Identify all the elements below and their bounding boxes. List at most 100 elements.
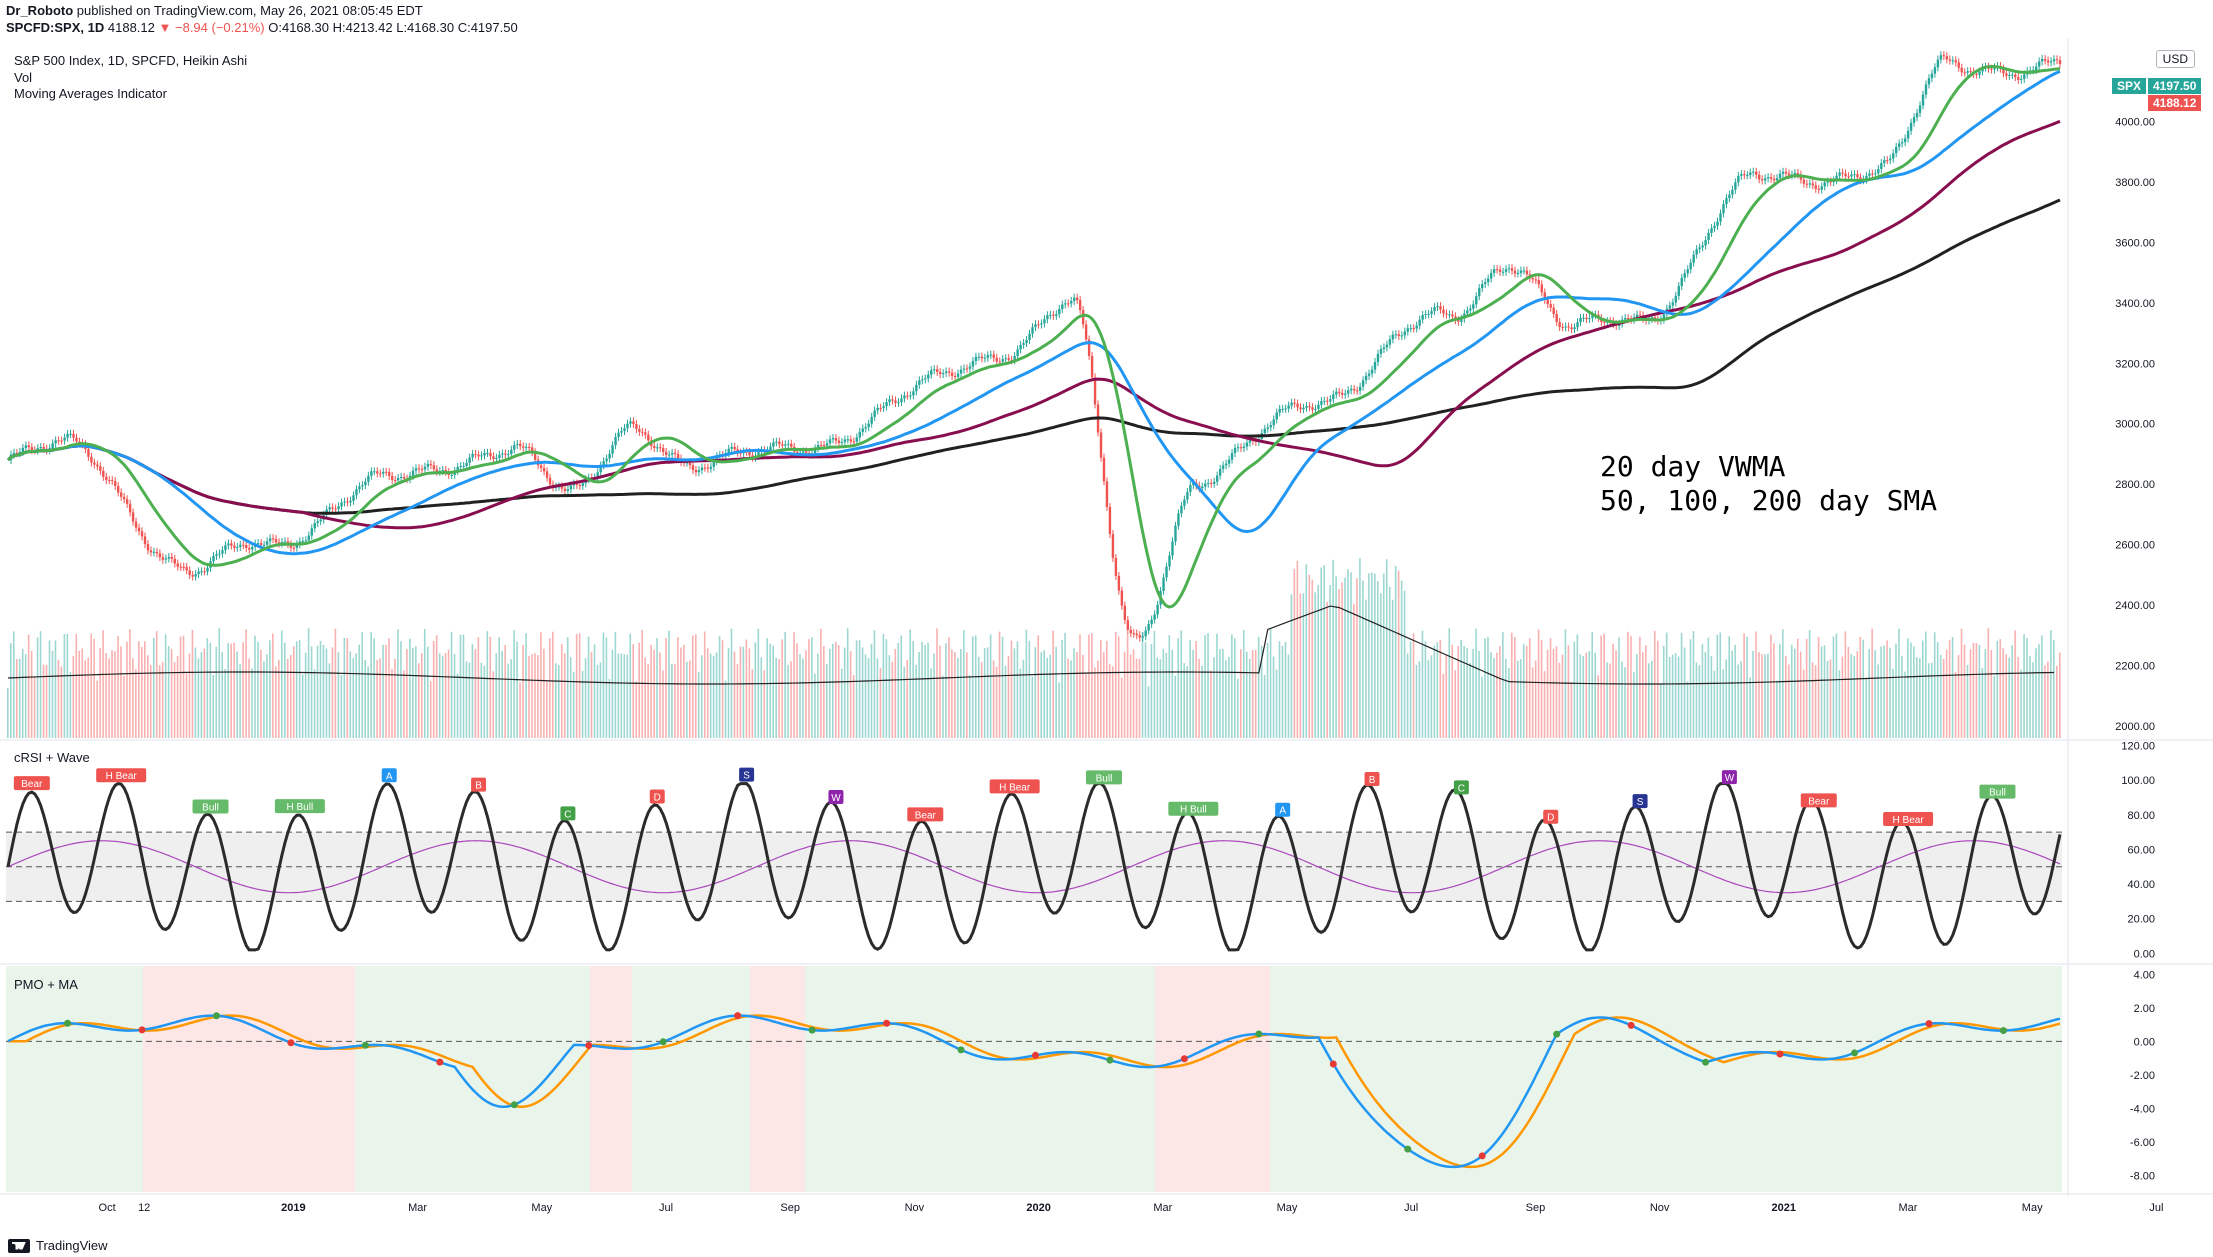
pmo-cross-dot	[361, 1041, 369, 1049]
volume-bar	[1201, 665, 1203, 738]
heikin-ashi-candle	[620, 431, 623, 433]
volume-bar	[1397, 570, 1400, 738]
volume-bar	[2044, 665, 2046, 738]
volume-bar	[921, 641, 923, 738]
heikin-ashi-candle	[1061, 304, 1064, 310]
heikin-ashi-candle	[519, 443, 522, 447]
heikin-ashi-candle	[495, 457, 498, 460]
volume-bar	[1877, 664, 1879, 738]
volume-bar	[1177, 638, 1180, 738]
volume-bar	[1713, 670, 1716, 738]
volume-bar	[1016, 641, 1019, 738]
heikin-ashi-candle	[242, 544, 245, 546]
volume-bar	[1353, 604, 1355, 738]
crsi-signal-label: B	[475, 781, 482, 792]
volume-bar	[834, 641, 837, 738]
volume-bar	[292, 646, 295, 738]
crsi-signal-label: H Bull	[287, 802, 314, 813]
pmo-legend[interactable]: PMO + MA	[14, 977, 78, 992]
heikin-ashi-candle	[1689, 262, 1692, 270]
volume-bar	[1055, 646, 1057, 738]
volume-bar	[1374, 573, 1376, 738]
heikin-ashi-candle	[2037, 61, 2041, 67]
volume-bar	[1409, 641, 1412, 738]
volume-bar	[459, 634, 462, 738]
volume-bar	[1052, 630, 1054, 738]
volume-bar	[1740, 661, 1742, 738]
volume-bar	[1898, 628, 1900, 738]
volume-bar	[1770, 634, 1772, 738]
heikin-ashi-candle	[876, 407, 879, 411]
volume-bar	[1683, 647, 1686, 738]
volume-bar	[918, 652, 920, 738]
volume-bar	[1159, 659, 1162, 738]
volume-bar	[1603, 633, 1605, 738]
heikin-ashi-candle	[1266, 427, 1269, 429]
volume-bar	[346, 638, 349, 738]
volume-bar	[1323, 565, 1325, 738]
volume-bar	[1022, 659, 1025, 738]
heikin-ashi-candle	[1671, 302, 1675, 306]
heikin-ashi-candle	[1129, 629, 1132, 634]
volume-bar	[27, 634, 30, 738]
heikin-ashi-candle	[370, 471, 373, 476]
heikin-ashi-candle	[989, 354, 993, 356]
crsi-signal-marker	[1085, 770, 1122, 785]
volume-bar	[257, 641, 259, 738]
heikin-ashi-candle	[1778, 173, 1782, 179]
volume-bar	[1555, 646, 1558, 738]
heikin-ashi-candle	[259, 543, 263, 545]
volume-bar	[1874, 650, 1876, 738]
volume-bar	[382, 644, 384, 738]
author-name[interactable]: Dr_Roboto	[6, 3, 74, 18]
volume-bar	[528, 655, 530, 738]
volume-bar	[1600, 635, 1602, 738]
currency-button[interactable]: USD	[2155, 50, 2195, 68]
volume-legend[interactable]: Vol	[14, 70, 33, 85]
heikin-ashi-candle	[1525, 270, 1529, 275]
volume-bar	[1907, 638, 1909, 738]
heikin-ashi-candle	[489, 452, 492, 457]
volume-bar	[2020, 669, 2022, 738]
heikin-ashi-candle	[852, 441, 856, 443]
heikin-ashi-candle	[1302, 407, 1305, 410]
heikin-ashi-candle	[1906, 130, 1910, 139]
heikin-ashi-candle	[915, 384, 918, 392]
heikin-ashi-candle	[1067, 303, 1070, 305]
heikin-ashi-candle	[251, 547, 254, 550]
volume-bar	[602, 632, 605, 738]
price-tick-label: 3000.00	[2115, 419, 2155, 431]
heikin-ashi-candle	[1165, 566, 1168, 578]
heikin-ashi-candle	[1102, 457, 1106, 482]
heikin-ashi-candle	[340, 502, 343, 507]
main-legend-title[interactable]: S&P 500 Index, 1D, SPCFD, Heikin Ashi	[14, 53, 248, 68]
heikin-ashi-candle	[1296, 403, 1299, 408]
heikin-ashi-candle	[1939, 55, 1943, 60]
heikin-ashi-candle	[1349, 388, 1353, 391]
volume-bar	[653, 649, 655, 738]
heikin-ashi-candle	[1013, 355, 1016, 361]
volume-bar	[206, 638, 209, 738]
volume-bar	[275, 666, 277, 738]
heikin-ashi-candle	[1305, 406, 1308, 408]
heikin-ashi-candle	[1406, 328, 1409, 332]
ma-legend[interactable]: Moving Averages Indicator	[14, 86, 167, 101]
volume-bar	[811, 637, 813, 738]
volume-bar	[686, 661, 688, 738]
volume-bar	[230, 643, 232, 738]
volume-bar	[239, 664, 241, 738]
heikin-ashi-candle	[819, 444, 823, 446]
time-tick-label: Jul	[659, 1202, 673, 1214]
volume-bar	[1576, 634, 1579, 738]
crsi-signal-marker	[1979, 784, 2016, 799]
heikin-ashi-candle	[596, 472, 599, 478]
footer-brand[interactable]: TradingView	[8, 1238, 108, 1253]
volume-bar	[1933, 632, 1936, 738]
volume-bar	[1802, 669, 1805, 738]
heikin-ashi-candle	[24, 445, 28, 448]
heikin-ashi-candle	[1728, 194, 1731, 199]
heikin-ashi-candle	[575, 483, 579, 485]
heikin-ashi-candle	[1186, 492, 1189, 500]
crsi-legend[interactable]: cRSI + Wave	[14, 750, 90, 765]
